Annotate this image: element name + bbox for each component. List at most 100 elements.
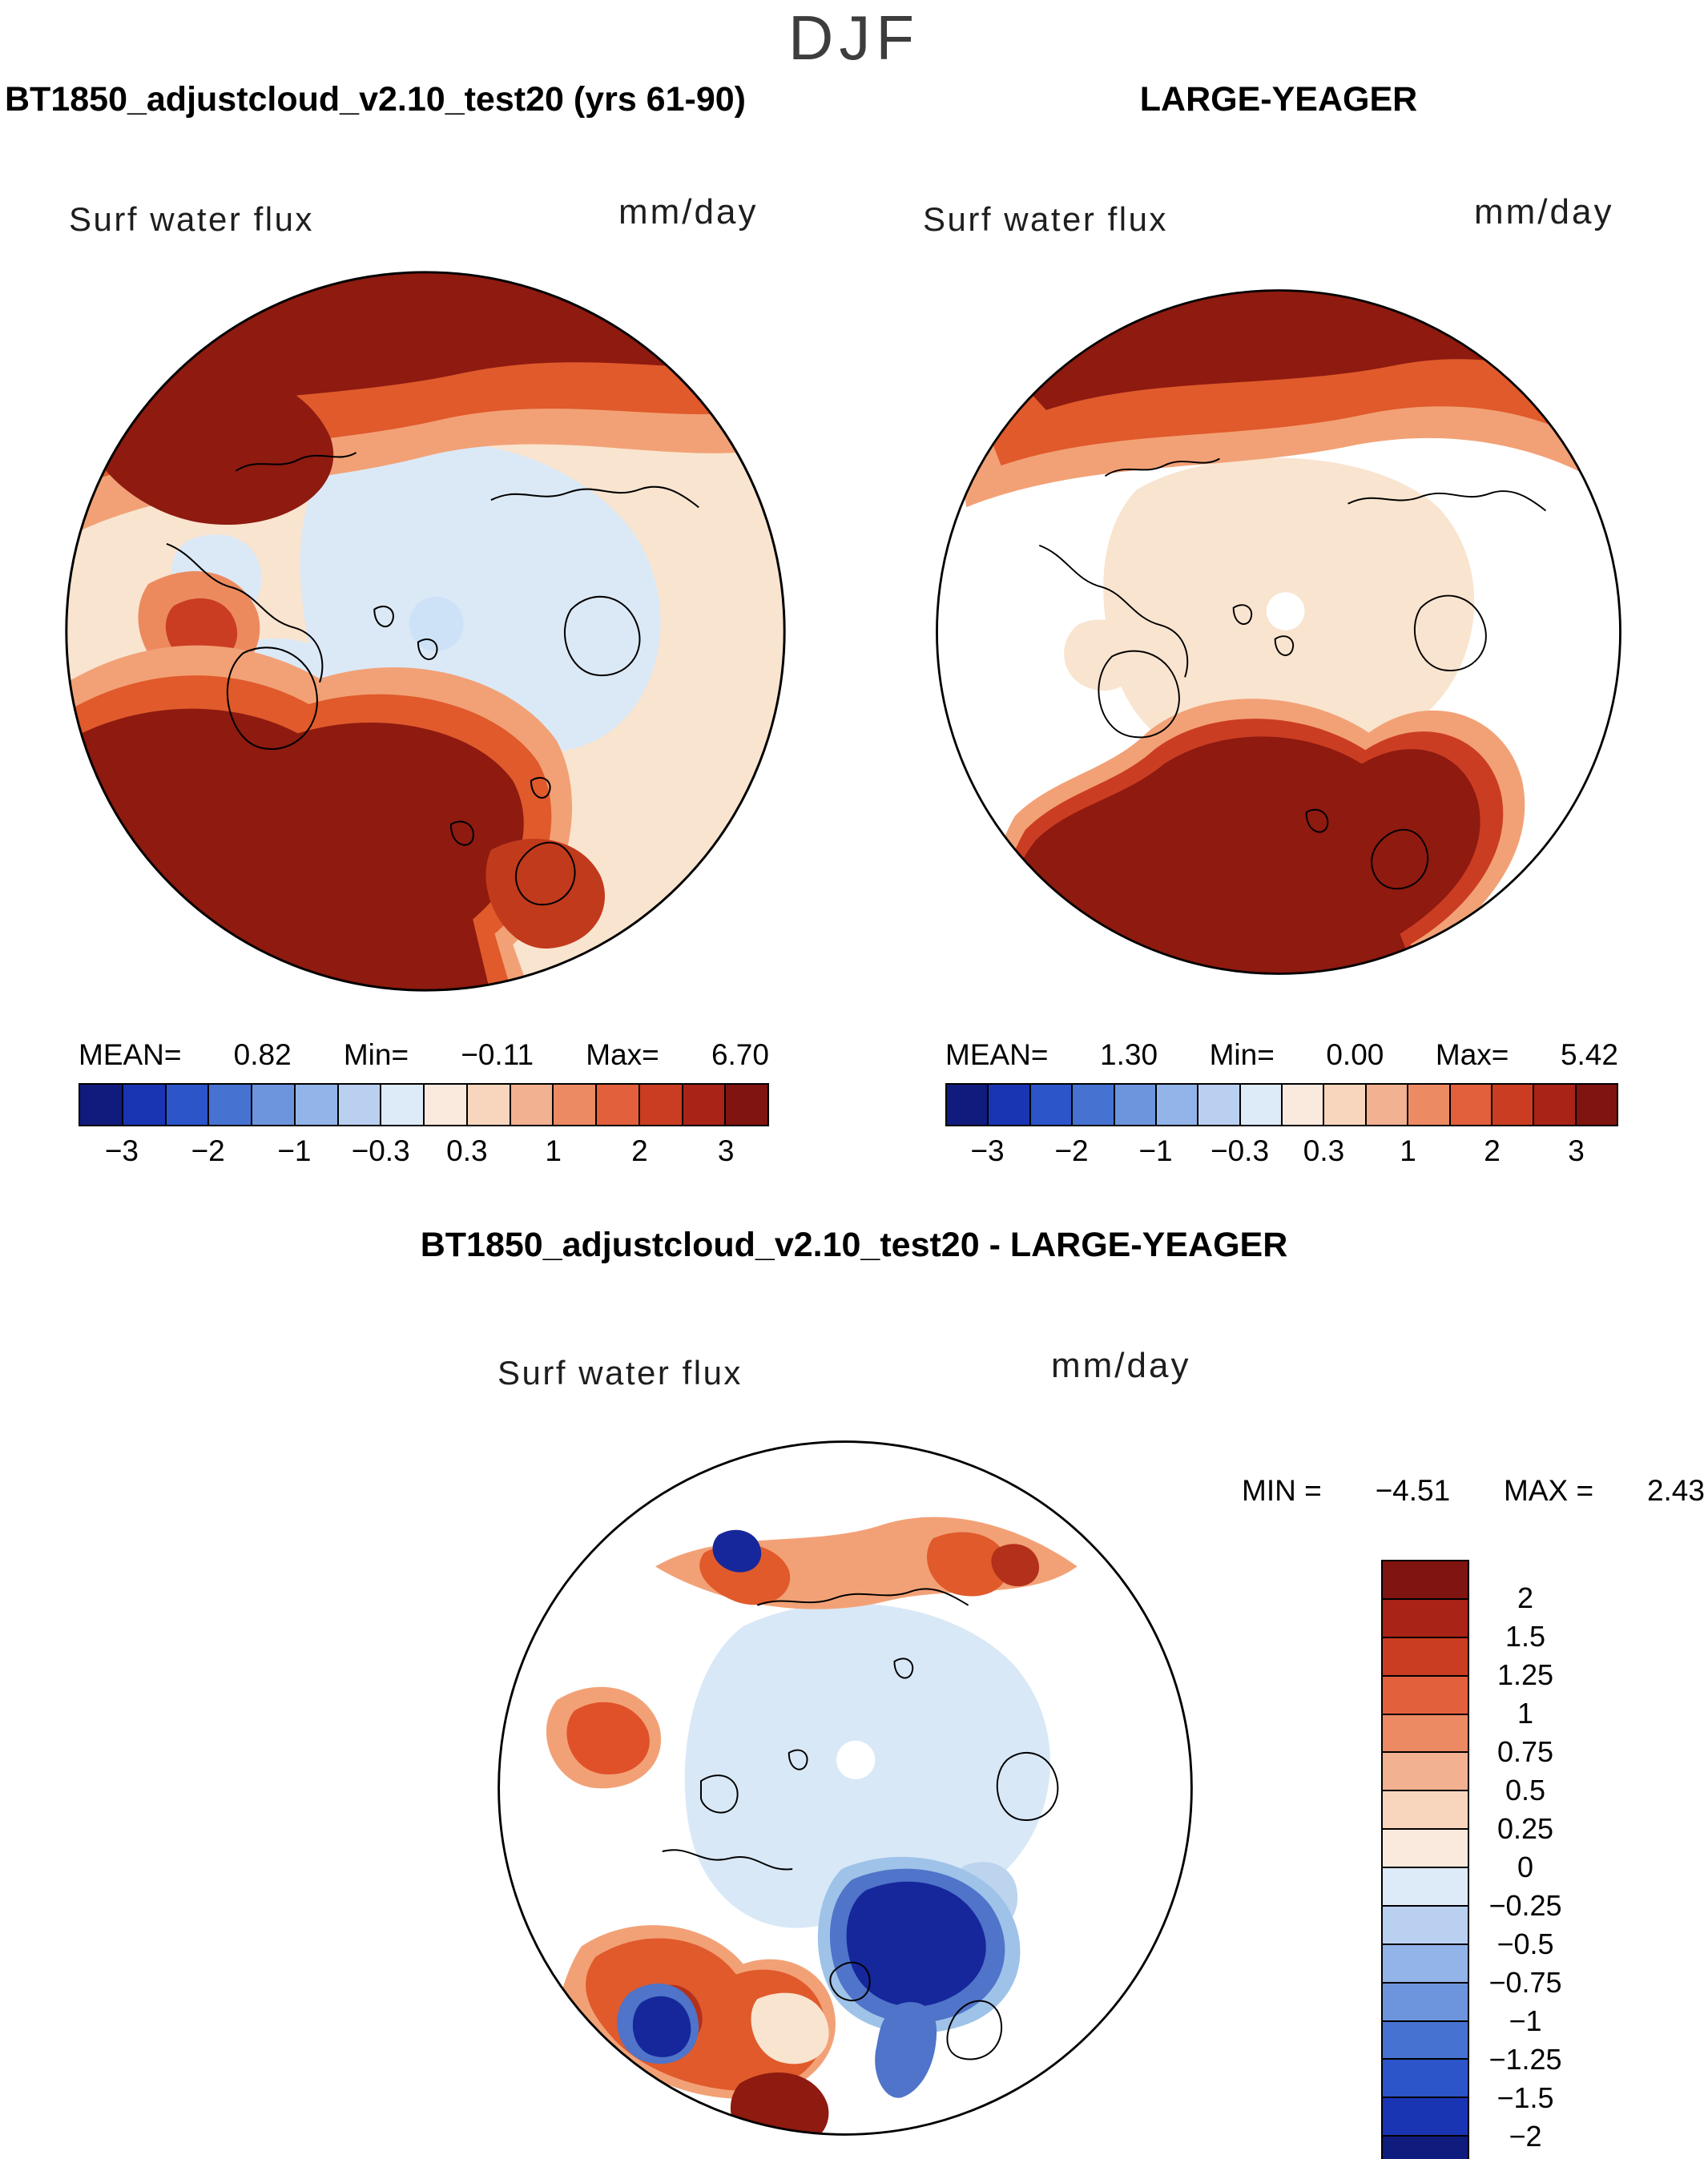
colorbar-ticks-obs: −3 −2 −1 −0.3 0.3 1 2 3 <box>945 1134 1618 1170</box>
units-label-diff: mm/day <box>1051 1346 1191 1385</box>
coastlines <box>1038 457 1547 890</box>
diff-min-value: −4.51 <box>1375 1474 1451 1507</box>
colorbar-tick-label: 1 <box>545 1134 562 1167</box>
colorbar-segment <box>1383 1791 1468 1831</box>
colorbar-segment <box>1383 1868 1468 1907</box>
colorbar-segment <box>726 1085 767 1125</box>
colorbar-segment <box>683 1085 727 1125</box>
field-label-obs: Surf water flux <box>923 200 1168 238</box>
colorbar-tick-label: 0.3 <box>1303 1134 1345 1167</box>
colorbar-segment <box>1383 1676 1468 1715</box>
min-value: 0.00 <box>1326 1038 1384 1071</box>
colorbar-tick-label: 0.75 <box>1497 1735 1554 1768</box>
mean-value: 0.82 <box>233 1038 292 1071</box>
colorbar-segment <box>597 1085 640 1125</box>
units-label-obs: mm/day <box>1474 192 1614 232</box>
colorbar-segment <box>1073 1085 1115 1125</box>
colorbar-labels-diff: 2 1.5 1.25 1 0.75 0.5 0.25 0 −0.25 −0.5 −0.75 −1 −1.… <box>1477 1560 1573 2159</box>
map-outline <box>497 1440 1193 2136</box>
colorbar-segment <box>989 1085 1031 1125</box>
max-label: Max= <box>1435 1038 1509 1071</box>
colorbar-segment <box>1383 2098 1468 2137</box>
colorbar-obs <box>945 1083 1618 1126</box>
colorbar-tick-label: −2 <box>191 1134 225 1167</box>
colorbar-tick-label: −0.5 <box>1497 1927 1554 1960</box>
max-label: Max= <box>586 1038 659 1071</box>
colorbar-segment <box>1383 1983 1468 2022</box>
pole-dot <box>409 596 464 652</box>
colorbar-segment <box>1383 1830 1468 1868</box>
coastlines <box>662 1588 1059 2060</box>
colorbar-tick-label: −1.25 <box>1488 2043 1562 2076</box>
colorbar-segment <box>1383 1561 1468 1600</box>
colorbar-tick-label: −3 <box>104 1134 139 1167</box>
colorbar-tick-label: −1 <box>1138 1134 1173 1167</box>
max-value: 5.42 <box>1560 1038 1618 1071</box>
diff-max-value: 2.43 <box>1646 1474 1705 1507</box>
colorbar-tick-label: −0.3 <box>1210 1134 1270 1167</box>
diff-minmax: MIN = −4.51 MAX = 2.43 <box>1242 1474 1705 1508</box>
min-value: −0.11 <box>461 1038 534 1071</box>
colorbar-segment <box>338 1085 382 1125</box>
pole-dot <box>1266 592 1305 630</box>
colorbar-segment <box>425 1085 468 1125</box>
obs-map-svg <box>936 289 1621 975</box>
colorbar-segment <box>467 1085 511 1125</box>
colorbar-segment <box>1240 1085 1283 1125</box>
colorbar-segment <box>381 1085 425 1125</box>
colorbar-segment <box>123 1085 167 1125</box>
colorbar-segment <box>1383 1753 1468 1792</box>
colorbar-tick-label: −0.25 <box>1488 1889 1562 1922</box>
colorbar-segment <box>1156 1085 1199 1125</box>
stats-model: MEAN= 0.82 Min= −0.11 Max= 6.70 <box>79 1038 769 1072</box>
obs-map <box>932 285 1625 979</box>
colorbar-tick-label: −3 <box>970 1134 1005 1167</box>
colorbar-tick-label: 0 <box>1517 1851 1534 1883</box>
colorbar-model <box>79 1083 769 1126</box>
colorbar-segment <box>1324 1085 1367 1125</box>
colorbar-segment <box>947 1085 989 1125</box>
colorbar-tick-label: 2 <box>631 1134 648 1167</box>
colorbar-segment <box>554 1085 597 1125</box>
colorbar-segment <box>1383 2060 1468 2099</box>
colorbar-segment <box>1383 1944 1468 1984</box>
season-title: DJF <box>788 2 920 73</box>
colorbar-tick-label: −0.75 <box>1488 1966 1562 1999</box>
colorbar-tick-label: −2 <box>1054 1134 1089 1167</box>
colorbar-tick-label: 1.25 <box>1497 1658 1554 1691</box>
colorbar-segment <box>209 1085 252 1125</box>
pole-dot <box>836 1740 876 1780</box>
coastlines <box>166 452 699 906</box>
colorbar-segment <box>1383 1599 1468 1638</box>
colorbar-tick-label: −1 <box>1509 2004 1542 2037</box>
colorbar-tick-label: 2 <box>1484 1134 1501 1167</box>
diff-min-label: MIN = <box>1242 1474 1322 1507</box>
colorbar-segment <box>1534 1085 1577 1125</box>
colorbar-tick-label: 1 <box>1400 1134 1416 1167</box>
colorbar-segment <box>295 1085 339 1125</box>
max-value: 6.70 <box>711 1038 769 1071</box>
warm-patches-top <box>655 1517 1078 1609</box>
diff-header: BT1850_adjustcloud_v2.10_test20 - LARGE-… <box>420 1226 1288 1264</box>
colorbar-segment <box>1114 1085 1157 1125</box>
colorbar-tick-label: −2 <box>1509 2120 1542 2153</box>
mean-label: MEAN= <box>945 1038 1049 1071</box>
colorbar-segment <box>1198 1085 1241 1125</box>
colorbar-tick-label: 3 <box>717 1134 735 1167</box>
warm-blob-left <box>546 1686 662 1789</box>
colorbar-segment <box>1576 1085 1617 1125</box>
colorbar-segment <box>1383 1637 1468 1677</box>
diff-map-svg <box>497 1440 1193 2136</box>
colorbar-segment <box>1450 1085 1492 1125</box>
colorbar-segment <box>166 1085 210 1125</box>
colorbar-tick-label: 3 <box>1568 1134 1585 1167</box>
colorbar-tick-label: −1 <box>277 1134 312 1167</box>
colorbar-segment <box>510 1085 554 1125</box>
min-label: Min= <box>1209 1038 1275 1071</box>
colorbar-tick-label: −0.3 <box>351 1134 410 1167</box>
colorbar-segment <box>1030 1085 1074 1125</box>
colorbar-tick-label: 0.3 <box>446 1134 488 1167</box>
min-label: Min= <box>343 1038 409 1071</box>
colorbar-tick-label: −1.5 <box>1497 2081 1554 2114</box>
